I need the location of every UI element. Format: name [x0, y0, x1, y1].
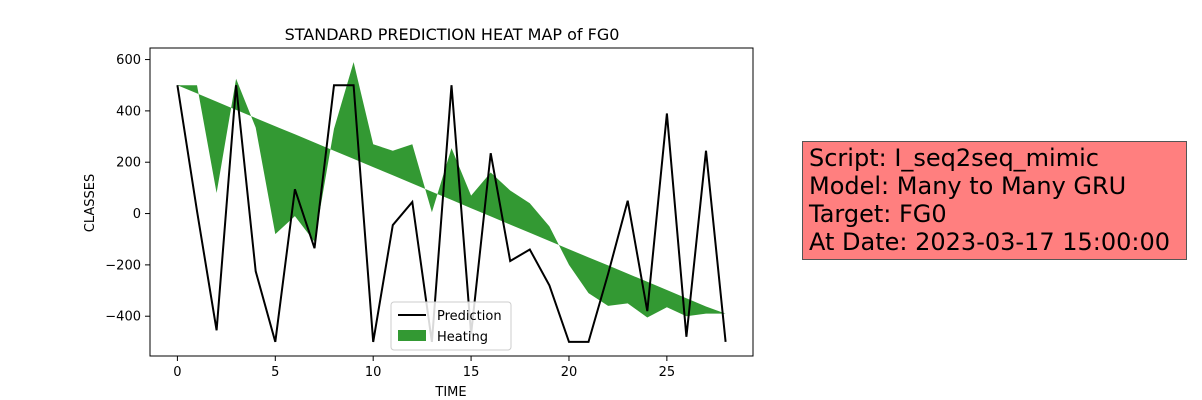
x-tick-label: 0 [173, 365, 181, 380]
plot-area [176, 62, 727, 343]
x-tick-label: 25 [659, 365, 676, 380]
x-tick-label: 20 [561, 365, 578, 380]
info-date: At Date: 2023-03-17 15:00:00 [809, 228, 1171, 256]
x-tick-label: 5 [271, 365, 279, 380]
legend-heating-swatch [398, 330, 426, 341]
y-tick-label: 600 [116, 53, 141, 68]
axis-ticks: 0 5 10 15 20 25 −400 −200 0 200 400 600 [105, 53, 675, 380]
legend: Prediction Heating [390, 301, 512, 351]
plot-frame [149, 47, 754, 357]
legend-prediction-label: Prediction [437, 309, 502, 324]
y-tick-label: 400 [116, 104, 141, 119]
prediction-line [176, 84, 727, 343]
y-axis-label: CLASSES [83, 174, 98, 232]
info-target: Target: FG0 [809, 200, 947, 228]
y-tick-label: −400 [105, 310, 141, 325]
x-tick-label: 15 [463, 365, 480, 380]
x-tick-label: 10 [365, 365, 382, 380]
y-tick-label: 200 [116, 156, 141, 171]
y-tick-label: 0 [133, 207, 141, 222]
legend-heating-label: Heating [437, 330, 488, 345]
y-tick-label: −200 [105, 258, 141, 273]
chart-title: STANDARD PREDICTION HEAT MAP of FG0 [285, 25, 620, 44]
heating-area [177, 62, 726, 318]
x-axis-label: TIME [434, 385, 466, 400]
info-box: Script: I_seq2seq_mimic Model: Many to M… [802, 141, 1187, 260]
info-model: Model: Many to Many GRU [809, 172, 1127, 200]
info-script: Script: I_seq2seq_mimic [809, 144, 1099, 172]
